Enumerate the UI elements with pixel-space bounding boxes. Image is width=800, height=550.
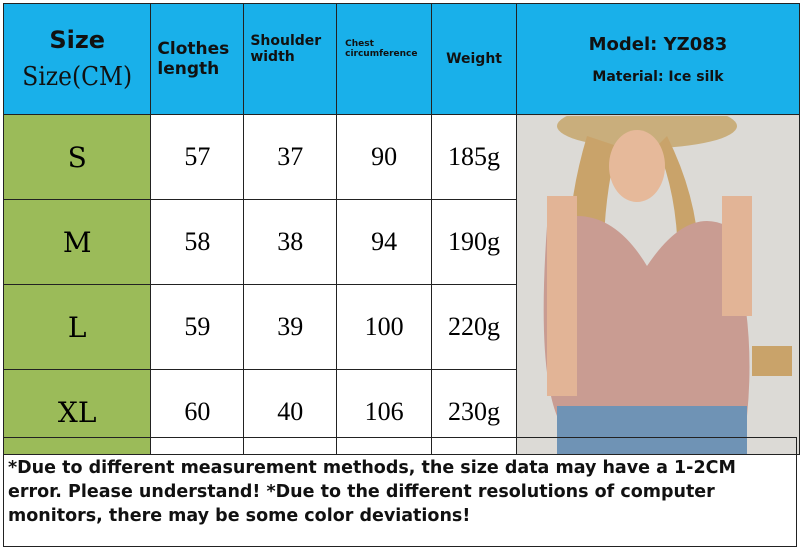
- col-clothes-length: Clothes length: [150, 3, 245, 115]
- col-chest: Chest circumference: [336, 3, 433, 115]
- size-title: Size: [49, 26, 106, 54]
- model-label: Model: YZ083: [588, 33, 728, 55]
- header-row: Size Size(CM) Clothes length Shoulder wi…: [2, 3, 800, 115]
- shoulder-cell: 38: [243, 199, 338, 285]
- size-cell: M: [2, 199, 152, 285]
- disclaimer-note: *Due to different measurement methods, t…: [3, 437, 797, 547]
- size-header: Size Size(CM): [2, 3, 152, 115]
- size-cell: L: [2, 284, 152, 370]
- weight-cell: 230g: [431, 369, 517, 455]
- chest-cell: 90: [336, 114, 433, 200]
- table-row: S 57 37 90 185g: [2, 114, 800, 455]
- weight-cell: 190g: [431, 199, 517, 285]
- chest-cell: 106: [336, 369, 433, 455]
- length-cell: 57: [150, 114, 245, 200]
- table-row: XL 60 40 106 230g: [2, 369, 800, 455]
- model-photo-image: [517, 115, 799, 454]
- chest-cell: 100: [336, 284, 433, 370]
- size-cell: XL: [2, 369, 152, 455]
- table-row: L 59 39 100 220g: [2, 284, 800, 370]
- length-cell: 59: [150, 284, 245, 370]
- length-cell: 58: [150, 199, 245, 285]
- weight-cell: 220g: [431, 284, 517, 370]
- product-photo: [515, 114, 800, 455]
- col-shoulder-width: Shoulder width: [243, 3, 338, 115]
- table-row: M 58 38 94 190g: [2, 199, 800, 285]
- length-cell: 60: [150, 369, 245, 455]
- shoulder-cell: 37: [243, 114, 338, 200]
- weight-cell: 185g: [431, 114, 517, 200]
- shoulder-cell: 39: [243, 284, 338, 370]
- col-weight: Weight: [431, 3, 517, 115]
- size-unit: Size(CM): [22, 62, 133, 92]
- product-info: Model: YZ083 Material: Ice silk: [515, 3, 800, 115]
- shoulder-cell: 40: [243, 369, 338, 455]
- chest-cell: 94: [336, 199, 433, 285]
- material-label: Material: Ice silk: [592, 68, 724, 85]
- size-chart-table: Size Size(CM) Clothes length Shoulder wi…: [2, 3, 800, 455]
- size-cell: S: [2, 114, 152, 200]
